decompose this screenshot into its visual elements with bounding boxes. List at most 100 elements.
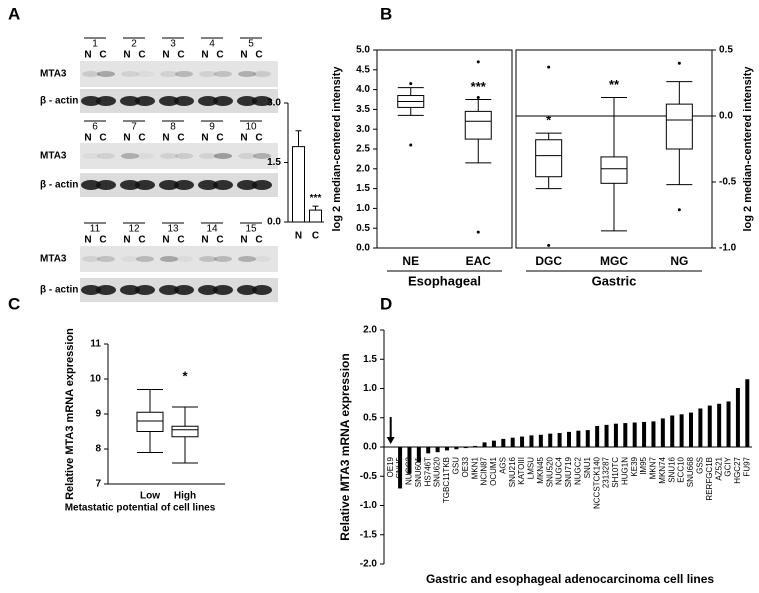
lane-type: C [255,235,262,246]
y-tick-label: -1.0 [360,500,378,511]
x-tick-label: SNU601 [414,456,423,487]
x-tick-label: MGC [600,254,628,268]
bar [567,431,571,448]
x-tick-label: GCIY [724,456,733,476]
x-tick-label: NCIN87 [480,456,489,485]
x-tick-label: NCCSTCK140 [592,456,601,509]
band [120,96,140,106]
bar [435,446,440,453]
x-tick-label: SH10TC [611,457,620,488]
y-tick-label: 1.0 [363,383,377,394]
bar [632,422,637,448]
x-tick-label: MKN74 [658,456,667,483]
lane-type: N [123,50,130,61]
lane-type: N [84,133,91,144]
band [199,256,217,262]
bar [726,401,731,448]
lane-number: 6 [92,122,98,133]
lane-type: C [255,133,262,144]
lane-type: C [177,50,184,61]
band [252,96,272,106]
band [136,153,154,159]
band [174,285,194,295]
y-tick-label: 9 [95,409,101,420]
blot-mta3 [80,143,278,169]
band [175,71,193,77]
bar [309,209,322,223]
band [97,153,115,159]
lane-number: 13 [167,224,179,235]
y-tick-label: -0.5 [719,177,737,188]
x-tick-label: RERFGC1B [705,457,714,501]
x-tick-label: DGC [535,254,562,268]
y-tick-label: 2.5 [356,144,370,155]
band [238,256,256,262]
x-axis-label: Gastric and esophageal adenocarcinoma ce… [426,572,714,586]
bar [529,435,534,448]
x-tick-label: MKN1 [470,456,479,479]
bar [604,424,609,448]
y-tick-label: 0.0 [267,217,281,228]
bar [717,403,722,448]
lane-type: N [162,133,169,144]
lane-number: 3 [170,39,176,50]
outlier [547,243,551,247]
bar [416,446,421,463]
lane-type: C [99,133,106,144]
x-tick-label: GSU [451,457,460,475]
y-tick-label: 0.0 [363,442,377,453]
band [174,180,194,190]
lane-type: C [99,235,106,246]
lane-type: C [99,50,106,61]
y-tick-label: 3.0 [267,98,281,109]
lane-type: N [84,50,91,61]
band [175,256,193,262]
y-tick-label: 1.0 [356,203,370,214]
y-axis-label: Relative MTA3 mRNA expression [338,353,352,540]
x-tick-label: MKN7 [649,456,658,479]
x-tick-label: NUGC4 [555,456,564,485]
plot-frame [376,49,513,249]
x-tick-label: SNU668 [686,456,695,487]
lane-number: 9 [209,122,215,133]
band [253,71,271,77]
lane-type: N [201,50,208,61]
bar [557,433,562,448]
x-tick-label: LMSU [527,457,536,479]
bar [445,446,449,451]
lane-number: 10 [245,122,257,133]
y-tick-label: 4.0 [356,84,370,95]
outlier [677,208,681,212]
bar [623,423,628,448]
lane-type: N [240,50,247,61]
x-tick-label: SNU216 [508,456,517,487]
box [665,103,693,150]
x-tick-label: MKN45 [536,456,545,483]
panel-label: B [380,4,392,23]
lane-number: 15 [245,224,257,235]
y-tick-label: 2.0 [363,325,377,336]
band [237,180,257,190]
y-tick-label: 0.5 [356,223,370,234]
lane-type: C [138,133,145,144]
x-tick-label: SNU620 [433,456,442,487]
bar [398,446,403,489]
y-tick-label: 4.5 [356,64,370,75]
bar [679,414,684,448]
x-tick-label: C [312,231,319,242]
band [82,256,100,262]
x-tick-label: SNU520 [545,456,554,487]
band [121,256,139,262]
y-tick-label: -2.0 [360,559,378,570]
x-tick-label: ECC10 [677,456,686,482]
band [252,285,272,295]
lane-number: 1 [92,39,98,50]
x-tick-label: OE19 [386,456,395,477]
band [214,256,232,262]
bar [538,434,543,448]
band [213,285,233,295]
lane-type: N [201,133,208,144]
lane-type: C [177,235,184,246]
band [135,285,155,295]
panel-label: C [8,294,20,313]
